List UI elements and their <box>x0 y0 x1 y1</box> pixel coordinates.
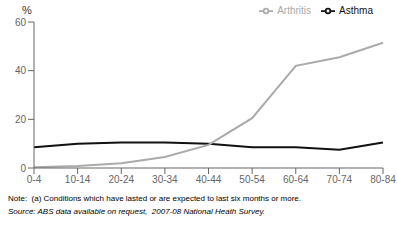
svg-text:30-34: 30-34 <box>152 174 178 185</box>
svg-text:50-54: 50-54 <box>239 174 265 185</box>
html-text:Source: ABS data available on: Source: ABS data available on request, 2… <box>8 207 265 216</box>
svg-text:40-44: 40-44 <box>196 174 222 185</box>
svg-text:0: 0 <box>20 163 26 174</box>
svg-text:10-14: 10-14 <box>65 174 91 185</box>
svg-text:60-64: 60-64 <box>283 174 309 185</box>
svg-text:0-4: 0-4 <box>27 174 42 185</box>
html-text:Asthma: Asthma <box>339 4 373 16</box>
svg-text:80-84: 80-84 <box>370 174 389 185</box>
svg-text:40: 40 <box>15 65 27 76</box>
html-text:Note: (a) Conditions which hav: Note: (a) Conditions which have lasted o… <box>8 194 301 203</box>
svg-text:20-24: 20-24 <box>108 174 134 185</box>
html-text:Arthritis: Arthritis <box>277 4 312 16</box>
svg-text:20: 20 <box>15 114 27 125</box>
svg-text:70-74: 70-74 <box>327 174 353 185</box>
svg-text:60: 60 <box>15 17 27 28</box>
